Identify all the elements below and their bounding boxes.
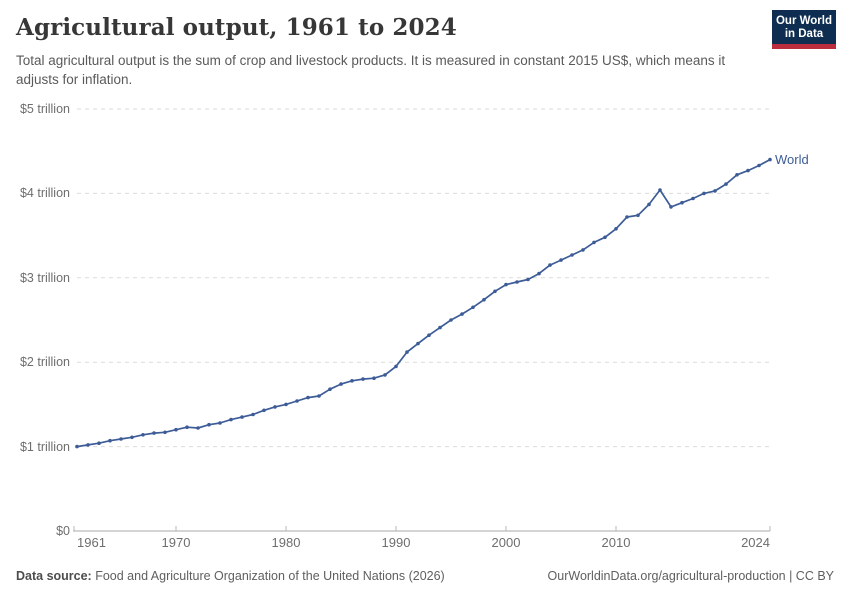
owid-logo-red-bar bbox=[772, 44, 836, 49]
owid-logo-text-line1: Our World bbox=[775, 15, 832, 27]
data-source-label: Data source: bbox=[16, 569, 92, 583]
y-axis-label: $2 trillion bbox=[19, 355, 70, 370]
data-point bbox=[394, 364, 398, 369]
data-point bbox=[97, 441, 101, 446]
owid-logo: Our World in Data bbox=[772, 10, 836, 49]
data-point bbox=[108, 438, 112, 443]
y-axis-label: $3 trillion bbox=[19, 270, 70, 285]
data-point bbox=[768, 157, 772, 162]
data-source-text: Food and Agriculture Organization of the… bbox=[91, 569, 445, 583]
data-point bbox=[537, 271, 541, 276]
data-point bbox=[526, 277, 530, 282]
data-point bbox=[405, 350, 409, 354]
data-point bbox=[273, 405, 277, 409]
owid-logo-text-line2: in Data bbox=[784, 28, 824, 40]
data-point bbox=[724, 182, 728, 186]
data-point bbox=[339, 382, 343, 386]
x-axis-label: 2000 bbox=[491, 535, 521, 550]
data-point bbox=[735, 173, 739, 177]
data-point bbox=[130, 435, 134, 440]
chart-footer: Data source: Food and Agriculture Organi… bbox=[16, 569, 834, 583]
data-point bbox=[504, 282, 508, 287]
data-point bbox=[438, 325, 442, 330]
data-point bbox=[416, 341, 420, 346]
x-axis-label: 1961 bbox=[77, 535, 106, 550]
x-axis-label: 1980 bbox=[271, 535, 301, 550]
y-axis-label: $1 trillion bbox=[19, 439, 70, 454]
data-point bbox=[559, 258, 563, 262]
data-point bbox=[746, 168, 750, 173]
data-point bbox=[493, 289, 497, 294]
data-point bbox=[691, 196, 695, 201]
x-axis-label: 2024 bbox=[741, 535, 770, 550]
owid-url-link[interactable]: OurWorldinData.org/agricultural-producti… bbox=[547, 569, 834, 583]
data-point bbox=[647, 202, 651, 207]
data-point bbox=[174, 427, 178, 432]
data-point bbox=[207, 422, 211, 427]
data-point bbox=[460, 312, 464, 316]
line-series-world bbox=[76, 158, 771, 448]
chart-subtitle: Total agricultural output is the sum of … bbox=[16, 53, 726, 87]
data-point bbox=[548, 263, 552, 267]
data-point bbox=[669, 205, 673, 209]
data-point bbox=[295, 399, 299, 403]
data-point bbox=[163, 430, 167, 435]
data-point bbox=[581, 248, 585, 252]
x-axis-label: 1970 bbox=[161, 535, 191, 550]
data-point bbox=[614, 227, 618, 231]
data-point bbox=[185, 425, 189, 430]
data-point bbox=[119, 437, 123, 441]
data-point bbox=[86, 443, 90, 447]
data-point bbox=[361, 377, 365, 381]
data-point bbox=[350, 379, 354, 383]
data-point bbox=[75, 444, 79, 449]
y-axis-label: $5 trillion bbox=[19, 102, 70, 116]
data-point bbox=[658, 188, 662, 192]
data-point bbox=[592, 240, 596, 245]
data-point bbox=[702, 191, 706, 196]
y-axis-label: $4 trillion bbox=[19, 186, 70, 201]
data-point bbox=[196, 426, 200, 430]
x-axis-label: 2010 bbox=[601, 535, 631, 550]
series-entity-label: World bbox=[775, 151, 809, 167]
data-point bbox=[471, 305, 475, 310]
data-point bbox=[680, 200, 684, 205]
data-point bbox=[240, 415, 244, 419]
data-point bbox=[317, 394, 321, 398]
data-point bbox=[372, 376, 376, 381]
data-point bbox=[570, 253, 574, 257]
data-point bbox=[328, 387, 332, 392]
data-point bbox=[141, 433, 145, 437]
data-point bbox=[757, 163, 761, 168]
data-point bbox=[625, 215, 629, 219]
data-point bbox=[515, 280, 519, 284]
x-axis-label: 1990 bbox=[381, 535, 411, 550]
data-point bbox=[383, 373, 387, 377]
page-title: Agricultural output, 1961 to 2024 bbox=[16, 14, 457, 41]
y-axis-label: $0 bbox=[56, 524, 70, 538]
data-point bbox=[306, 395, 310, 400]
data-source-note: Data source: Food and Agriculture Organi… bbox=[16, 569, 445, 583]
data-point bbox=[284, 402, 288, 407]
data-point bbox=[251, 412, 255, 417]
data-point bbox=[482, 297, 486, 302]
data-point bbox=[229, 417, 233, 422]
data-point bbox=[218, 421, 222, 425]
data-point bbox=[713, 189, 717, 193]
data-point bbox=[152, 431, 156, 435]
data-point bbox=[449, 318, 453, 322]
data-point bbox=[262, 408, 266, 413]
data-point bbox=[636, 213, 640, 218]
data-point bbox=[427, 333, 431, 338]
data-point bbox=[603, 235, 607, 240]
